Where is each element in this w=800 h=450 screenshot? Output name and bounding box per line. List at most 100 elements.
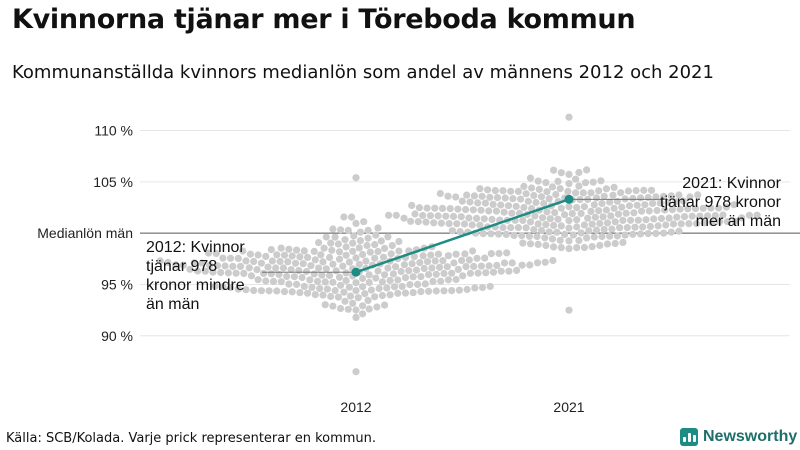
municipality-dot xyxy=(630,209,638,217)
municipality-dot xyxy=(575,236,583,245)
municipality-dot xyxy=(423,204,431,212)
municipality-dot xyxy=(504,202,513,210)
municipality-dot xyxy=(595,187,603,195)
municipality-dot xyxy=(469,206,477,214)
municipality-dot xyxy=(442,212,450,220)
municipality-dot xyxy=(408,260,416,268)
municipality-dot xyxy=(352,306,360,314)
municipality-dot xyxy=(364,234,372,242)
municipality-dot xyxy=(431,204,439,212)
municipality-dot xyxy=(497,267,505,275)
municipality-dot xyxy=(250,257,258,266)
municipality-dot xyxy=(350,232,358,240)
municipality-dot xyxy=(495,230,503,238)
municipality-dot xyxy=(345,283,353,291)
municipality-dot xyxy=(401,289,410,297)
municipality-dot xyxy=(669,220,678,228)
municipality-dot xyxy=(236,262,245,270)
municipality-dot xyxy=(234,254,242,262)
municipality-dot xyxy=(381,301,389,309)
municipality-dot xyxy=(609,191,617,199)
municipality-dot xyxy=(517,195,525,203)
municipality-dot xyxy=(306,276,314,284)
municipality-dot xyxy=(552,190,560,199)
municipality-dot xyxy=(423,258,432,266)
municipality-dot xyxy=(745,211,754,219)
municipality-dot xyxy=(367,286,375,294)
municipality-dot xyxy=(290,273,298,281)
municipality-dot xyxy=(468,221,476,229)
municipality-dot xyxy=(452,193,460,201)
municipality-dot xyxy=(602,185,611,193)
municipality-dot xyxy=(339,262,347,270)
municipality-dot xyxy=(524,197,532,205)
municipality-dot xyxy=(557,222,565,230)
municipality-dot xyxy=(356,237,364,245)
newsworthy-logo-text: Newsworthy xyxy=(703,428,798,445)
newsworthy-logo: Newsworthy xyxy=(680,427,797,447)
annotation-2012-line: kronor mindre xyxy=(146,277,245,294)
municipality-dot xyxy=(503,249,511,257)
municipality-dot xyxy=(723,218,732,226)
municipality-dot xyxy=(463,191,471,199)
municipality-dot xyxy=(417,273,425,281)
municipality-dot xyxy=(565,224,573,232)
municipality-dot xyxy=(329,260,337,268)
municipality-dot xyxy=(437,219,445,227)
municipality-dot xyxy=(397,267,405,276)
municipality-dot xyxy=(291,259,300,267)
municipality-dot xyxy=(625,202,634,210)
municipality-dot xyxy=(530,226,538,234)
municipality-dot xyxy=(589,178,597,186)
municipality-dot xyxy=(422,218,430,226)
municipality-dot xyxy=(354,294,362,302)
municipality-dot xyxy=(268,257,276,265)
municipality-dot xyxy=(371,241,379,249)
municipality-dot xyxy=(341,297,349,305)
municipality-dot xyxy=(361,290,369,298)
municipality-dot xyxy=(557,204,565,212)
municipality-dot xyxy=(349,247,357,255)
municipality-dot xyxy=(592,194,601,202)
municipality-dot xyxy=(487,250,495,258)
municipality-dot xyxy=(246,250,254,258)
municipality-dot xyxy=(298,273,306,282)
municipality-dot xyxy=(317,251,325,259)
municipality-dot xyxy=(583,166,591,174)
municipality-dot xyxy=(622,209,630,217)
municipality-dot xyxy=(288,288,296,296)
municipality-dot xyxy=(307,262,315,270)
municipality-dot xyxy=(211,282,219,290)
municipality-dot xyxy=(587,189,595,197)
municipality-dot xyxy=(362,257,370,265)
municipality-dot xyxy=(613,197,622,205)
municipality-dot xyxy=(287,266,295,274)
municipality-dot xyxy=(337,226,345,234)
municipality-dot xyxy=(345,258,353,266)
municipality-dot xyxy=(711,211,719,220)
municipality-dot xyxy=(360,218,368,226)
municipality-dot xyxy=(326,253,334,262)
x-tick-label: 2012 xyxy=(340,399,371,415)
municipality-dot xyxy=(417,288,425,296)
municipality-dot xyxy=(619,238,627,246)
municipality-dot xyxy=(295,266,303,275)
municipality-dot xyxy=(240,269,248,277)
municipality-dot xyxy=(412,266,421,274)
municipality-dot xyxy=(667,228,675,236)
municipality-dot xyxy=(319,291,327,299)
municipality-dot xyxy=(580,243,589,252)
municipality-dot xyxy=(610,183,618,191)
municipality-dot xyxy=(364,226,372,234)
municipality-dot xyxy=(588,243,596,251)
municipality-dot xyxy=(611,218,619,226)
municipality-dot xyxy=(551,209,559,217)
municipality-dot xyxy=(514,187,523,195)
annotation-2012-line: tjänar 978 xyxy=(146,258,217,275)
municipality-dot xyxy=(320,244,328,252)
municipality-dot xyxy=(640,186,648,194)
municipality-dot xyxy=(484,186,492,194)
municipality-dot xyxy=(452,275,460,284)
municipality-dot xyxy=(477,206,485,214)
municipality-dot xyxy=(334,240,342,248)
